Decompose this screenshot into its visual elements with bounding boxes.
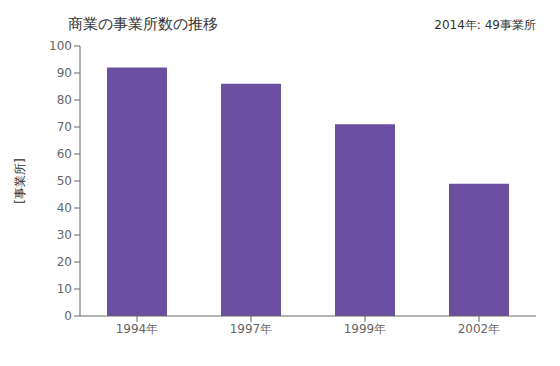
svg-text:1997年: 1997年 — [230, 322, 273, 336]
html-text:商業の事業所数の推移: 商業の事業所数の推移 — [68, 15, 218, 33]
svg-text:100: 100 — [49, 39, 72, 53]
svg-text:20: 20 — [57, 255, 72, 269]
svg-text:70: 70 — [57, 120, 72, 134]
svg-text:60: 60 — [57, 147, 72, 161]
svg-text:80: 80 — [57, 93, 72, 107]
svg-text:50: 50 — [57, 174, 72, 188]
svg-text:90: 90 — [57, 66, 72, 80]
svg-text:[事業所]: [事業所] — [13, 158, 27, 203]
svg-text:1999年: 1999年 — [344, 322, 387, 336]
svg-text:30: 30 — [57, 228, 72, 242]
html-text:2014年: 49事業所: 2014年: 49事業所 — [434, 18, 536, 32]
svg-text:10: 10 — [57, 282, 72, 296]
svg-text:1994年: 1994年 — [116, 322, 159, 336]
svg-text:40: 40 — [57, 201, 72, 215]
svg-text:2002年: 2002年 — [458, 322, 501, 336]
svg-text:0: 0 — [64, 309, 72, 323]
